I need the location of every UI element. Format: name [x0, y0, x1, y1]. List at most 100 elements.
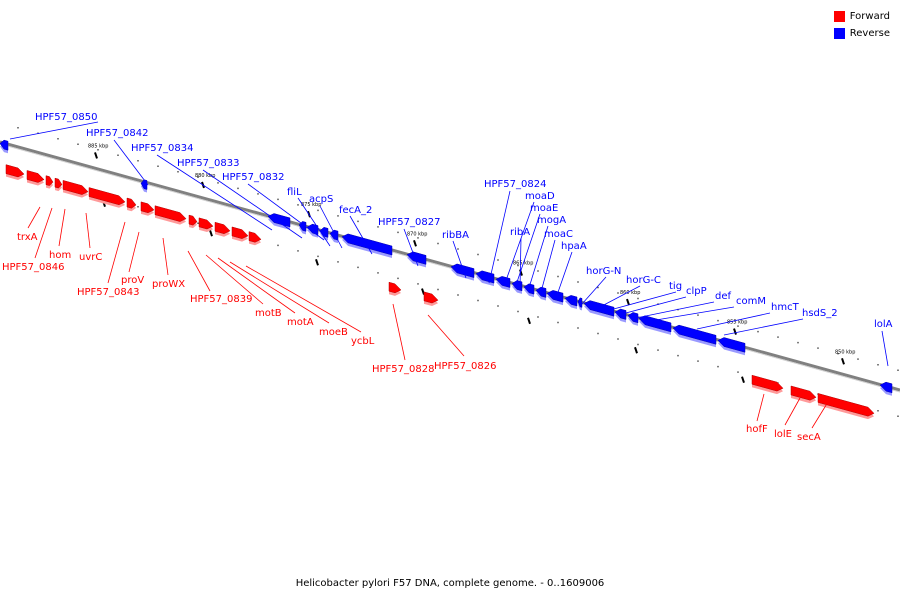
forward-gene-label[interactable]: ycbL — [351, 336, 375, 347]
scale-label: 885 kbp — [88, 143, 108, 149]
reverse-gene-label[interactable]: moaE — [530, 203, 558, 214]
reverse-gene-label[interactable]: def — [715, 291, 732, 302]
scale-major-tick — [94, 152, 98, 159]
reverse-gene-label[interactable]: tig — [669, 281, 682, 292]
forward-gene-label[interactable]: uvrC — [79, 252, 102, 263]
scale-label: 880 kbp — [195, 173, 215, 179]
reverse-gene-label[interactable]: HPF57_0824 — [484, 179, 546, 190]
forward-gene-label[interactable]: hofF — [746, 424, 768, 435]
reverse-gene-label[interactable]: HPF57_0832 — [222, 172, 284, 183]
forward-gene-arrow[interactable] — [154, 205, 187, 222]
forward-gene-arrow[interactable] — [423, 291, 439, 304]
reverse-gene-arrow[interactable] — [0, 139, 9, 151]
reverse-gene-label[interactable]: hpaA — [561, 241, 587, 252]
forward-gene-arrow[interactable] — [214, 221, 231, 234]
reverse-gene-label[interactable]: moaD — [525, 191, 555, 202]
scale-label: 870 kbp — [407, 231, 427, 237]
forward-gene-arrow[interactable] — [751, 374, 784, 392]
forward-gene-label[interactable]: HPF57_0826 — [434, 361, 496, 372]
reverse-gene-arrow[interactable] — [341, 233, 393, 256]
reverse-gene-label[interactable]: HPF57_0850 — [35, 112, 97, 123]
reverse-gene-arrow[interactable] — [511, 280, 523, 292]
reverse-gene-label[interactable]: mogA — [537, 215, 566, 226]
leader-line — [649, 306, 735, 322]
forward-gene-label[interactable]: secA — [797, 432, 821, 443]
leader-line — [9, 121, 99, 140]
reverse-gene-arrow[interactable] — [564, 295, 578, 307]
forward-gene-label[interactable]: proWX — [152, 279, 185, 290]
leader-line — [527, 225, 549, 292]
forward-gene-arrow[interactable] — [88, 187, 126, 206]
reverse-gene-arrow[interactable] — [577, 297, 583, 308]
reverse-gene-arrow[interactable] — [406, 251, 427, 265]
reverse-gene-arrow[interactable] — [614, 308, 627, 320]
forward-gene-label[interactable]: HPF57_0846 — [2, 262, 64, 273]
forward-gene-label[interactable]: trxA — [17, 232, 38, 243]
reverse-gene-label[interactable]: moaC — [544, 229, 573, 240]
reverse-gene-arrow[interactable] — [717, 337, 746, 353]
reverse-gene-label[interactable]: horG-C — [626, 275, 661, 286]
reverse-gene-label[interactable]: ribBA — [442, 230, 469, 241]
reverse-gene-label[interactable]: horG-N — [586, 266, 621, 277]
forward-gene-label[interactable]: motB — [255, 308, 282, 319]
forward-gene-arrow[interactable] — [388, 281, 402, 294]
reverse-gene-label[interactable]: HPF57_0833 — [177, 158, 239, 169]
reverse-gene-label[interactable]: hsdS_2 — [802, 308, 838, 319]
forward-gene-label[interactable]: lolE — [774, 429, 792, 440]
reverse-gene-label[interactable]: HPF57_0834 — [131, 143, 193, 154]
reverse-gene-arrow[interactable] — [638, 315, 672, 333]
forward-gene-label[interactable]: hom — [49, 250, 71, 261]
sequence-backbone — [0, 140, 900, 392]
reverse-gene-arrow[interactable] — [450, 263, 475, 278]
leader-line — [811, 401, 829, 429]
reverse-gene-arrow[interactable] — [298, 221, 307, 232]
forward-gene-arrow[interactable] — [231, 226, 249, 239]
reverse-gene-arrow[interactable] — [319, 227, 329, 238]
reverse-gene-arrow[interactable] — [546, 290, 564, 303]
forward-gene-label[interactable]: HPF57_0839 — [190, 294, 252, 305]
forward-gene-arrow[interactable] — [790, 385, 817, 401]
forward-gene-arrow[interactable] — [198, 217, 214, 230]
reverse-gene-label[interactable]: comM — [736, 296, 766, 307]
reverse-gene-label[interactable]: hmcT — [771, 302, 800, 313]
reverse-gene-arrow[interactable] — [627, 312, 639, 324]
scale-major-tick — [741, 376, 745, 384]
leader-line — [635, 301, 715, 319]
reverse-gene-arrow[interactable] — [535, 286, 547, 298]
reverse-gene-label[interactable]: fecA_2 — [339, 205, 372, 216]
forward-gene-label[interactable]: proV — [121, 275, 144, 286]
reverse-gene-arrow[interactable] — [879, 381, 893, 394]
reverse-gene-label[interactable]: lolA — [874, 319, 893, 330]
forward-gene-arrow[interactable] — [62, 180, 89, 195]
scale-label: 850 kbp — [835, 349, 855, 355]
forward-gene-label[interactable]: HPF57_0828 — [372, 364, 434, 375]
forward-gene-arrow[interactable] — [5, 164, 25, 178]
leader-line — [349, 215, 373, 255]
forward-gene-arrow[interactable] — [26, 170, 45, 183]
forward-gene-label[interactable]: moeB — [319, 327, 348, 338]
reverse-gene-label[interactable]: ribA — [510, 227, 530, 238]
scale-major-tick — [733, 328, 737, 335]
reverse-gene-arrow[interactable] — [329, 229, 339, 241]
scale-label: 855 kbp — [727, 320, 747, 326]
forward-gene-arrow[interactable] — [45, 175, 54, 186]
reverse-gene-arrow[interactable] — [583, 300, 615, 317]
reverse-gene-label[interactable]: HPF57_0827 — [378, 217, 440, 228]
reverse-gene-label[interactable]: HPF57_0842 — [86, 128, 148, 139]
forward-gene-label[interactable]: HPF57_0843 — [77, 287, 139, 298]
forward-gene-label[interactable]: motA — [287, 317, 314, 328]
leader-line — [392, 303, 406, 361]
forward-gene-arrow[interactable] — [248, 231, 262, 243]
forward-gene-arrow[interactable] — [126, 197, 137, 209]
scale-major-tick — [421, 288, 425, 295]
leader-line — [609, 291, 677, 311]
reverse-gene-label[interactable]: clpP — [686, 286, 707, 297]
forward-gene-arrow[interactable] — [54, 177, 63, 189]
reverse-gene-label[interactable]: fliL — [287, 187, 302, 198]
forward-gene-arrow[interactable] — [188, 214, 198, 226]
forward-gene-arrow[interactable] — [817, 393, 875, 417]
reverse-gene-label[interactable]: acpS — [309, 194, 333, 205]
reverse-gene-arrow[interactable] — [672, 324, 717, 345]
forward-gene-arrow[interactable] — [140, 201, 155, 214]
